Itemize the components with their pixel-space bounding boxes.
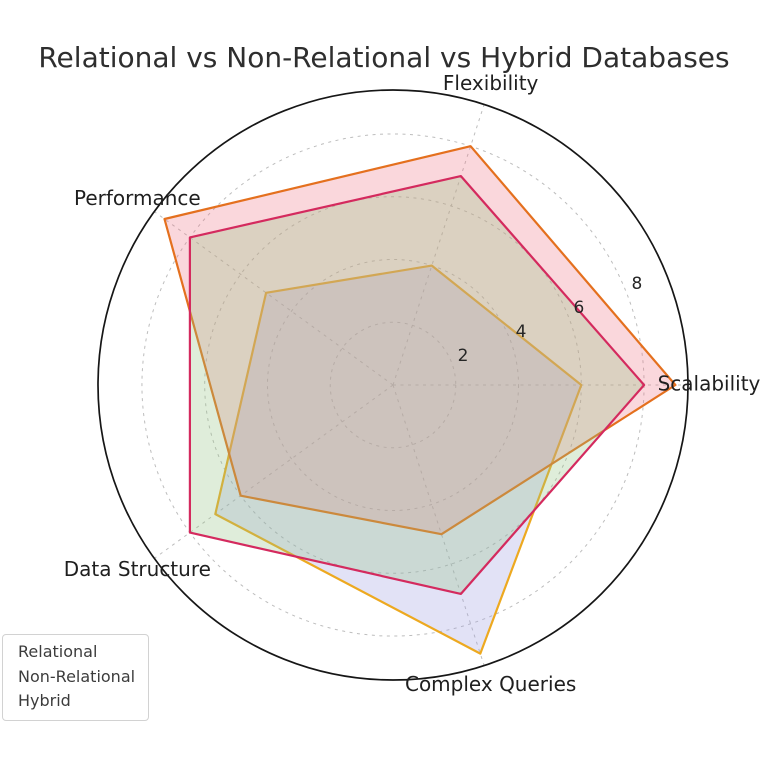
radial-tick-label-2: 2 [458,346,469,366]
series-line-relational [214,264,583,655]
radial-tick-label-4: 4 [516,322,527,342]
series-fill-non-relational [164,146,676,535]
radial-tick-label-6: 6 [574,298,585,318]
legend: Relational Non-Relational Hybrid [2,634,149,721]
radial-tick-label-8: 8 [632,274,643,294]
axis-label-performance: Performance [74,186,201,210]
radar-outer-circle [97,89,689,681]
series-fill-relational [215,265,582,654]
series-fill-hybrid [189,176,645,594]
legend-item-non-relational: Non-Relational [18,666,136,686]
axis-label-complex-queries: Complex Queries [405,672,576,696]
chart-title: Relational vs Non-Relational vs Hybrid D… [38,41,730,74]
series-line-hybrid [188,175,646,596]
legend-item-relational: Relational [18,642,98,661]
axis-label-flexibility: Flexibility [443,71,539,95]
legend-item-hybrid: Hybrid [18,691,71,710]
series-line-non-relational [163,145,677,536]
axis-label-scalability: Scalability [658,372,761,396]
axis-label-data-structure: Data Structure [64,557,211,581]
radar-grid-circle [266,258,520,512]
